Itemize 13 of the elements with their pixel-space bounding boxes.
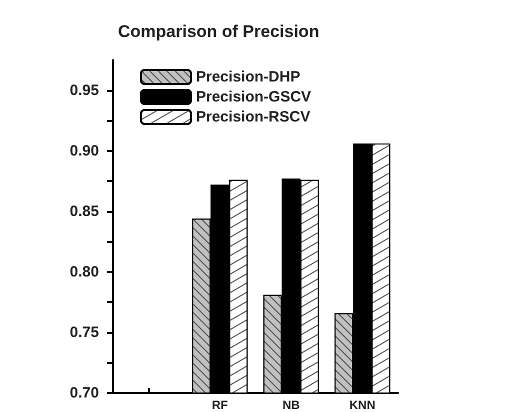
y-tick-label: 0.95 (70, 82, 99, 99)
y-tick-label: 0.90 (70, 142, 99, 160)
x-tick-label: RF (212, 398, 228, 412)
legend-label: Precision-RSCV (196, 108, 310, 126)
x-tick-label: KNN (349, 398, 376, 412)
y-tick-label: 0.75 (70, 324, 99, 341)
y-tick-label: 0.70 (70, 384, 99, 402)
x-tick-label: NB (282, 398, 300, 412)
chart-title: Comparison of Precision (118, 22, 320, 41)
y-tick-label: 0.80 (70, 263, 99, 280)
legend-label: Precision-DHP (196, 68, 300, 86)
y-tick-label: 0.85 (70, 202, 99, 220)
legend-label: Precision-GSCV (196, 88, 312, 106)
